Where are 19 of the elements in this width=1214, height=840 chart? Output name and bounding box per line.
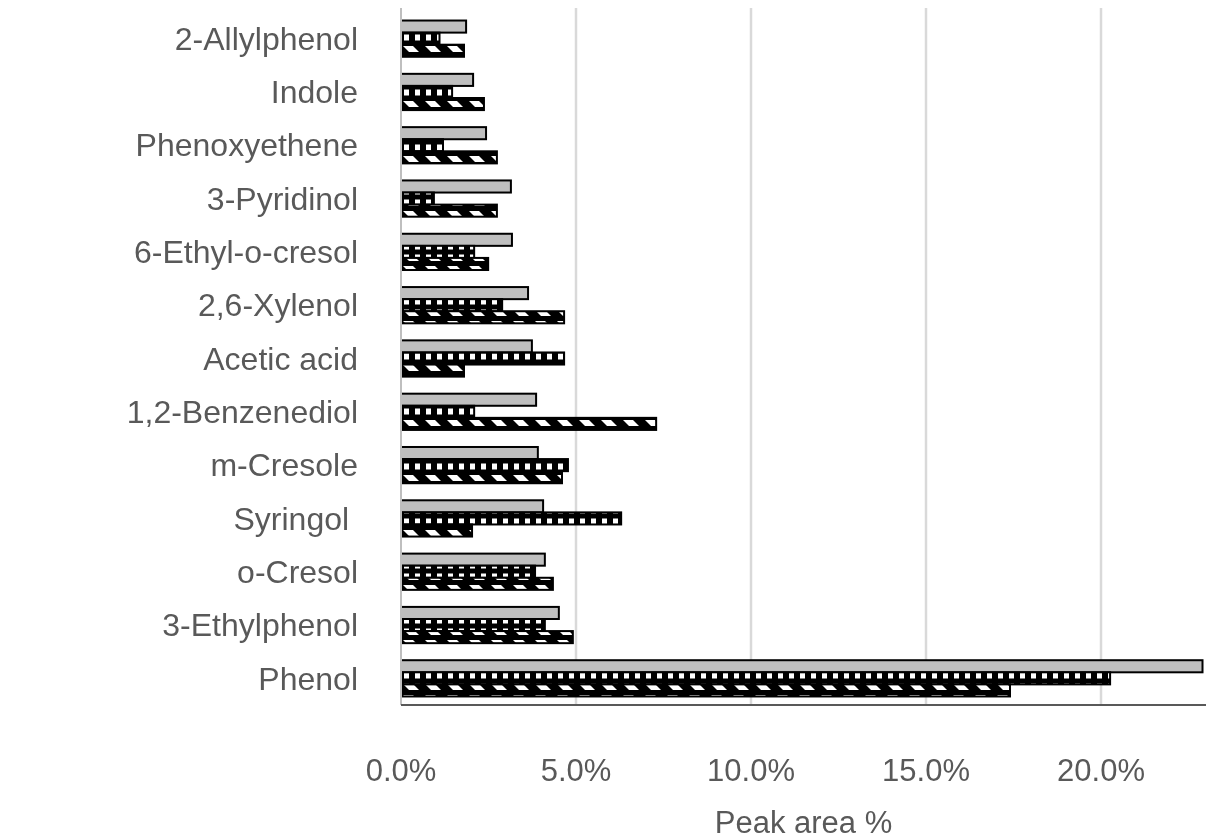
x-tick-label: 20.0% [1057,752,1145,788]
y-tick-label: Phenoxyethene [135,127,358,164]
y-tick-label: Indole [270,74,358,111]
x-tick-label: 5.0% [540,752,612,788]
y-tick-label: 2-Allylphenol [174,20,358,57]
y-tick-label: 3-Ethylphenol [162,607,358,644]
y-tick-label: 2,6-Xylenol [197,287,358,324]
y-tick-label: 6-Ethyl-o-cresol [133,234,358,271]
x-axis-title: Peak area % [714,804,893,840]
x-tick-label: 10.0% [707,752,795,788]
x-tick-label: 0.0% [365,752,437,788]
x-tick-label: 15.0% [882,752,970,788]
y-tick-label: Phenol [258,660,358,697]
y-tick-label: Syringol [233,500,358,537]
y-tick-label: m-Cresole [210,447,358,484]
y-tick-label: Acetic acid [203,340,358,377]
y-tick-label: 3-Pyridinol [206,180,358,217]
y-tick-label: 1,2-Benzenediol [126,394,358,431]
y-tick-label: o-Cresol [237,553,358,590]
